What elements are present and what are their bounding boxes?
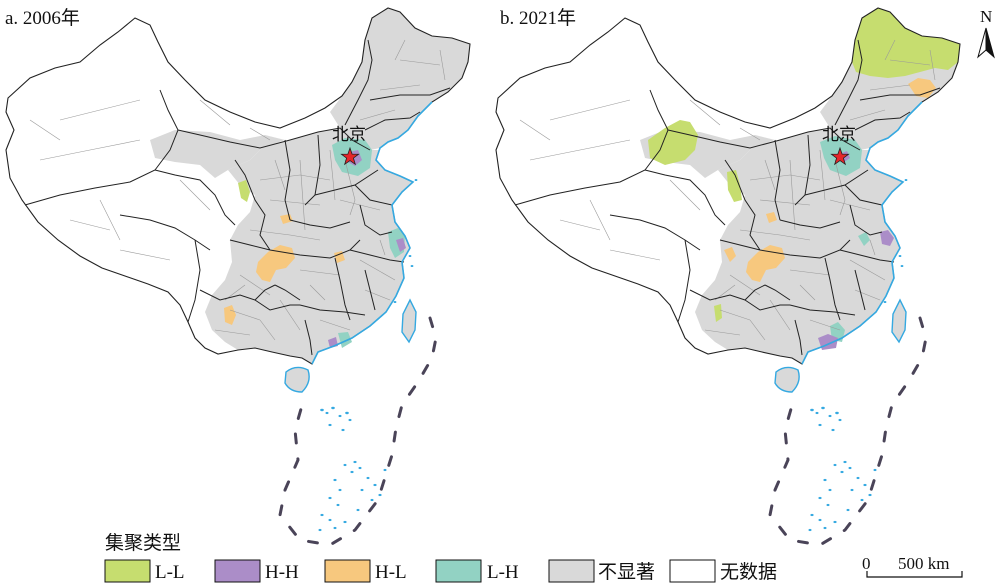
cluster-ll-patches (238, 180, 250, 202)
legend-swatch-hh (214, 559, 261, 583)
taiwan-island (891, 299, 907, 343)
cluster-ll-patches (648, 8, 960, 322)
legend-label-ll: L-L (155, 562, 185, 583)
map-title: a. 2006年 (5, 7, 80, 29)
north-arrow-left-half (977, 27, 987, 59)
cluster-patch-hl (256, 245, 295, 282)
legend-title: 集聚类型 (105, 532, 181, 554)
taiwan-island (401, 299, 417, 343)
scale-start-label: 0 (862, 554, 871, 573)
cluster-patch-ll (852, 8, 960, 78)
cluster-patch-ll (648, 120, 698, 165)
cluster-patch-lh (338, 332, 352, 348)
cluster-patch-hh (880, 230, 894, 246)
legend-label-hl: H-L (375, 562, 407, 583)
scale-end-label: 500 km (898, 554, 949, 573)
cluster-patch-hl (746, 245, 785, 282)
legend-label-no-data: 无数据 (720, 561, 777, 583)
north-arrow-right-half (985, 27, 995, 59)
legend-label-hh: H-H (265, 562, 299, 583)
legend-label-not-significant: 不显著 (598, 561, 655, 583)
capital-label: 北京 (332, 125, 366, 144)
legend-swatch-not-significant (548, 559, 595, 583)
cluster-patch-ll (714, 304, 722, 322)
legend-swatch-hl (324, 559, 371, 583)
cluster-patch-hl (766, 212, 777, 223)
cluster-patch-hh (396, 238, 406, 252)
north-arrow-icon: N (977, 7, 995, 59)
cluster-patch-lh (858, 232, 870, 246)
map-2021: 北京 (495, 7, 961, 547)
cluster-patch-hl (724, 247, 736, 262)
cluster-hl-patches (724, 78, 936, 282)
legend-swatch-lh (435, 559, 482, 583)
legend-swatch-no-data (669, 559, 716, 583)
cluster-hl-patches (224, 214, 345, 325)
legend: 集聚类型 L-L H-H H-L L-H 不显著 无数据 (104, 532, 777, 583)
cluster-patch-ll (238, 180, 250, 202)
cluster-patch-hl (908, 78, 936, 98)
hainan-island (284, 366, 310, 393)
cluster-patch-hl (224, 305, 236, 325)
map-title: b. 2021年 (500, 7, 576, 29)
hainan-island (774, 366, 800, 393)
cluster-patch-ll (727, 170, 742, 202)
legend-label-lh: L-H (487, 562, 519, 583)
north-label: N (980, 7, 992, 26)
legend-swatch-ll (104, 559, 151, 583)
map-2006: 北京 (5, 7, 471, 547)
cluster-patch-hl (334, 251, 345, 263)
scale-bar: 0 500 km (862, 554, 963, 578)
cluster-patch-hl (280, 214, 293, 224)
capital-label: 北京 (822, 125, 856, 144)
scale-bar-line (866, 571, 963, 578)
